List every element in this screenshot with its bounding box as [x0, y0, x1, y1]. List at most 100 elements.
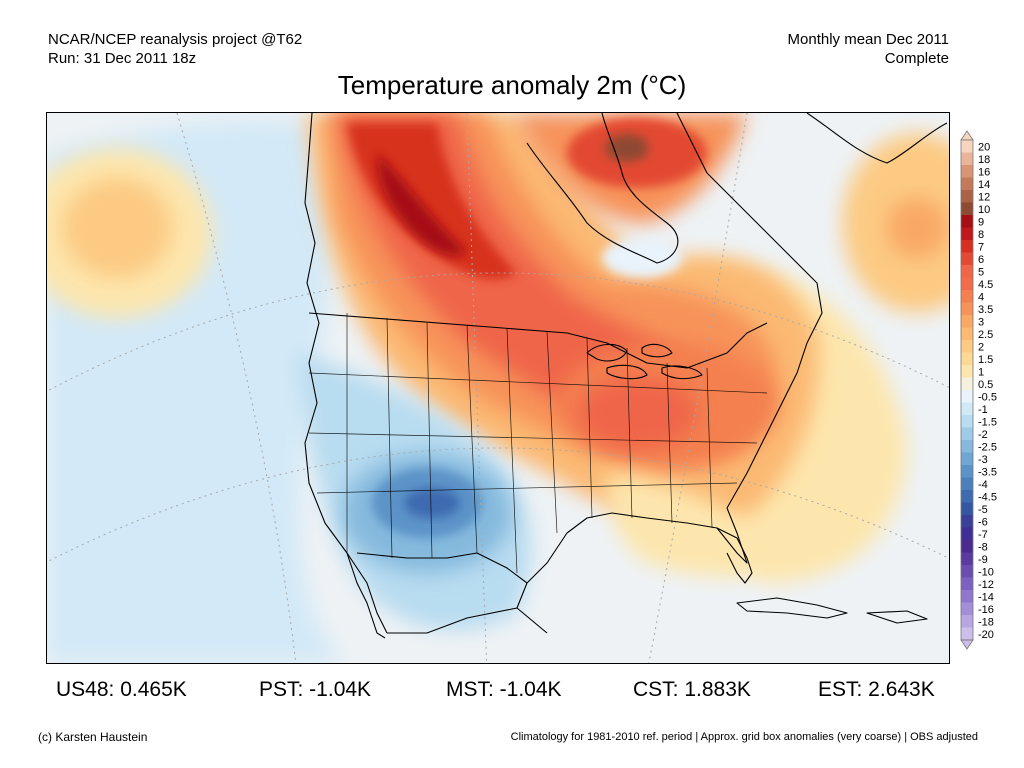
legend-label: 3 [978, 316, 984, 328]
legend-swatch [961, 202, 973, 216]
legend-label: 18 [978, 154, 990, 166]
legend-swatch [961, 440, 973, 453]
stat-est: EST: 2.643K [818, 678, 935, 701]
legend-canvas: 201816141210987654.543.532.521.510.5-0.5… [960, 130, 997, 650]
map-title: Temperature anomaly 2m (°C) [337, 70, 687, 100]
legend-label: -0.5 [978, 391, 997, 403]
legend-label: 4.5 [978, 279, 993, 291]
legend-swatch [961, 215, 973, 228]
legend-label: 3.5 [978, 304, 993, 316]
legend-label: 1.5 [978, 354, 993, 366]
legend-label: 7 [978, 241, 984, 253]
legend-swatch [961, 252, 973, 266]
legend-label: -4.5 [978, 491, 997, 503]
copyright: (c) Karsten Haustein [38, 730, 148, 744]
legend-swatch [961, 340, 973, 353]
legend-label: -20 [978, 629, 994, 641]
legend-swatch [961, 427, 973, 441]
model-name: NCAR/NCEP reanalysis project @T62 [48, 31, 303, 48]
stat-us48: US48: 0.465K [56, 678, 187, 701]
legend-swatch [961, 327, 973, 341]
legend-arrow-bottom [960, 639, 974, 650]
legend-swatch [961, 152, 973, 166]
legend-swatch [961, 352, 973, 366]
legend-swatch [961, 265, 973, 278]
legend-label: 0.5 [978, 379, 993, 391]
legend-label: -8 [978, 541, 988, 553]
legend-swatch [961, 552, 973, 566]
legend-swatch [961, 565, 973, 578]
legend-label: 2.5 [978, 329, 993, 341]
legend-label: -12 [978, 579, 994, 591]
color-legend: 20 18 16 14 12 10 9 8 7 6 5 4.5 4 3.5 3 2.5 2 1.5 1 0.5 -0.5… [958, 130, 1018, 650]
legend-label: -3.5 [978, 466, 997, 478]
legend-label: 8 [978, 229, 984, 241]
legend-swatch [961, 190, 973, 203]
legend-label: 9 [978, 216, 984, 228]
legend-label: -6 [978, 516, 988, 528]
legend-swatch [961, 577, 973, 591]
legend-label: 4 [978, 291, 984, 303]
legend-swatch [961, 615, 973, 628]
legend-swatch [961, 502, 973, 516]
legend-swatch [961, 515, 973, 528]
legend-swatch [961, 602, 973, 616]
legend-swatch [961, 240, 973, 253]
legend-label: -9 [978, 554, 988, 566]
legend-swatch [961, 140, 973, 153]
legend-swatch [961, 315, 973, 328]
legend-label: -10 [978, 566, 994, 578]
legend-label: 2 [978, 341, 984, 353]
legend-label: -7 [978, 529, 988, 541]
legend-swatch [961, 177, 973, 191]
legend-label: 16 [978, 166, 990, 178]
legend-label: 6 [978, 254, 984, 266]
header-right: Monthly mean Dec 2011 Complete [788, 30, 949, 68]
stat-pst: PST: -1.04K [259, 678, 372, 701]
stat-cst: CST: 1.883K [633, 678, 751, 701]
legend-swatch [961, 452, 973, 466]
legend-label: -14 [978, 591, 994, 603]
legend-label: -2.5 [978, 441, 997, 453]
legend-swatch [961, 590, 973, 603]
legend-swatch [961, 390, 973, 403]
legend-label: -1.5 [978, 416, 997, 428]
legend-label: 12 [978, 191, 990, 203]
legend-label: -18 [978, 616, 994, 628]
legend-swatch [961, 402, 973, 416]
regional-stats: US48: 0.465K PST: -1.04K MST: -1.04K CST… [0, 678, 1024, 708]
legend-swatch [961, 290, 973, 303]
legend-frame [960, 139, 974, 641]
map-canvas [47, 113, 949, 663]
legend-swatch [961, 527, 973, 541]
climatology-note: Climatology for 1981-2010 ref. period | … [510, 731, 978, 743]
legend-label: -2 [978, 429, 988, 441]
stat-mst: MST: -1.04K [446, 678, 562, 701]
legend-swatch [961, 302, 973, 316]
legend-swatch [961, 477, 973, 491]
anomaly-map [46, 112, 950, 664]
period-label: Monthly mean Dec 2011 [787, 31, 949, 48]
legend-label: 20 [978, 141, 990, 153]
legend-label: 14 [978, 179, 990, 191]
legend-label: 1 [978, 366, 984, 378]
legend-swatch [961, 377, 973, 391]
legend-swatch [961, 277, 973, 291]
legend-arrow-top [960, 130, 974, 141]
legend-swatch [961, 490, 973, 503]
legend-label: -16 [978, 604, 994, 616]
legend-swatch [961, 627, 973, 641]
legend-swatch [961, 365, 973, 378]
header-left: NCAR/NCEP reanalysis project @T62 Run: 3… [48, 30, 302, 68]
legend-swatch [961, 540, 973, 553]
graticule [47, 113, 949, 663]
legend-label: -1 [978, 404, 988, 416]
legend-swatch [961, 415, 973, 428]
legend-label: -3 [978, 454, 988, 466]
legend-swatch [961, 465, 973, 478]
legend-swatch [961, 165, 973, 178]
land-outlines [304, 113, 948, 639]
legend-label: 5 [978, 266, 984, 278]
legend-label: 10 [978, 204, 990, 216]
legend-swatch [961, 227, 973, 241]
